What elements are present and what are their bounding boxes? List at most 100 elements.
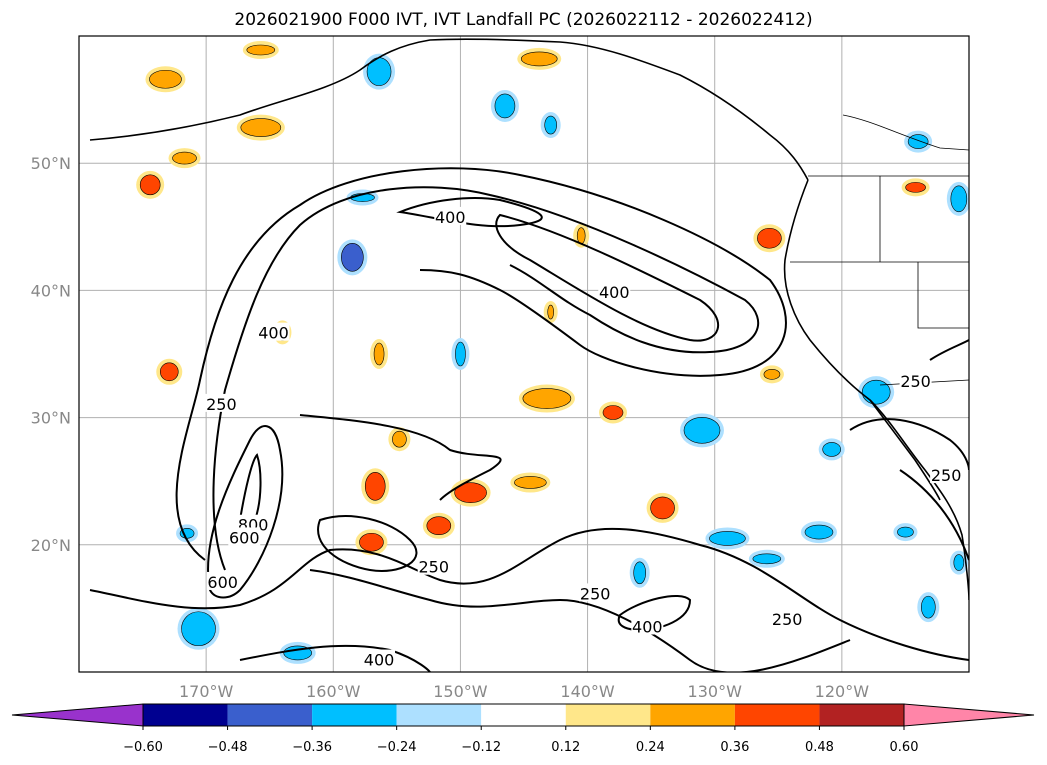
ivt-contour-label-4: 250 <box>900 372 931 391</box>
ivt-contour-250-outer <box>175 167 787 561</box>
ivt-contour-hawaii <box>317 515 418 572</box>
pc-blob-31 <box>359 532 384 552</box>
pc-blob-17 <box>373 342 385 366</box>
pc-blob-32 <box>602 405 624 420</box>
ivt-contour-label-0: 400 <box>435 208 466 227</box>
pc-blob-27 <box>364 471 386 501</box>
ivt-contour-label-10: 250 <box>580 584 611 603</box>
pc-blob-33 <box>650 496 675 520</box>
ivt-contour-label-5: 250 <box>931 466 962 485</box>
colorbar-tick-label-2: −0.36 <box>292 740 332 755</box>
ivt-label-bg-4 <box>899 370 932 389</box>
pc-blob-37 <box>897 526 914 538</box>
ivt-contour-400-jet <box>495 213 720 342</box>
lon-tick-label-3: 140°W <box>560 682 615 701</box>
colorbar-tick-label-8: 0.48 <box>805 740 834 755</box>
pc-blob-39 <box>633 561 647 585</box>
lat-tick-label-2: 40°N <box>31 281 71 300</box>
colorbar-frame <box>142 703 905 727</box>
colorbar-extend-high <box>903 703 1035 727</box>
pc-blob-38 <box>953 554 965 571</box>
ivt-contour-label-11: 400 <box>632 617 663 636</box>
baja-coast <box>869 399 941 501</box>
pc-blob-34 <box>709 531 746 546</box>
ivt-label-bg-5 <box>930 465 963 484</box>
ivt-label-bg-11 <box>631 616 664 635</box>
pc-blob-21 <box>522 388 572 409</box>
lon-tick-label-0: 170°W <box>179 682 234 701</box>
colorbar-tick-label-7: 0.36 <box>720 740 749 755</box>
pc-blob-29 <box>514 476 547 489</box>
ivt-contour-400-sw <box>239 644 431 672</box>
ivt-contour-250-ne <box>929 339 969 361</box>
colorbar-tick-label-4: −0.12 <box>461 740 501 755</box>
pc-blob-41 <box>181 611 216 647</box>
state-border-3 <box>917 262 969 329</box>
colorbar-segment-2 <box>312 704 397 726</box>
pc-blob-22 <box>763 369 781 380</box>
pc-blob-2 <box>149 69 182 89</box>
state-border-4 <box>842 114 969 151</box>
colorbar-segment-8 <box>819 704 904 726</box>
ivt-contour-label-3: 250 <box>206 395 237 414</box>
ivt-contour-label-9: 250 <box>418 558 449 577</box>
ivt-contour-label-8: 600 <box>207 573 238 592</box>
colorbar-tick-label-1: −0.48 <box>208 740 248 755</box>
pc-blob-4 <box>240 118 282 137</box>
pc-blob-20 <box>159 362 179 382</box>
pc-blob-24 <box>683 417 721 444</box>
colorbar-segment-1 <box>227 704 313 726</box>
alaska-coast <box>89 38 809 181</box>
ivt-contour-label-1: 400 <box>599 283 630 302</box>
ivt-label-bg-8 <box>206 571 239 590</box>
pc-blob-7 <box>494 93 516 119</box>
pc-blob-3 <box>246 44 276 56</box>
ivt-label-bg-0 <box>434 206 467 225</box>
ivt-label-bg-3 <box>205 393 238 412</box>
colorbar-segment-0 <box>143 704 228 726</box>
pc-blob-6 <box>139 174 161 196</box>
north-america-coast <box>783 179 969 601</box>
pc-blob-12 <box>341 243 364 272</box>
lon-tick-label-5: 120°W <box>815 682 870 701</box>
pc-blob-26 <box>392 430 407 448</box>
colorbar-tick-label-5: 0.12 <box>551 740 580 755</box>
ivt-contour-label-13: 400 <box>364 651 395 670</box>
pc-blob-14 <box>757 227 782 249</box>
longitude-labels: 170°W 160°W 150°W 140°W 130°W 120°W <box>179 682 869 701</box>
ivt-contour-label-12: 250 <box>772 610 803 629</box>
ivt-contour-mid <box>299 414 502 501</box>
pc-blob-23 <box>861 379 891 405</box>
ivt-contour-label-7: 600 <box>229 528 260 547</box>
lat-tick-label-3: 50°N <box>31 154 71 173</box>
colorbar-segment-3 <box>396 704 482 726</box>
ivt-contour-400-se <box>617 595 692 632</box>
ivt-contour-600 <box>207 425 284 599</box>
pc-blob-25 <box>822 442 841 457</box>
ivt-label-bg-2 <box>257 322 290 341</box>
pc-blob-19 <box>547 304 555 320</box>
pc-blob-8 <box>544 115 558 135</box>
pc-blob-5 <box>172 151 197 165</box>
pc-blob-28 <box>454 482 487 503</box>
latitude-labels: 20°N 30°N 40°N 50°N <box>31 154 71 555</box>
lon-tick-label-4: 130°W <box>688 682 743 701</box>
colorbar: −0.60 −0.48 −0.36 −0.24 −0.12 0.12 0.24 0.36 0.4… <box>11 703 1035 755</box>
map-frame <box>78 35 970 673</box>
pc-shading <box>136 40 969 664</box>
pc-blob-30 <box>426 516 452 536</box>
ivt-contour-250-south <box>89 527 969 661</box>
ivt-label-bg-1 <box>598 281 631 300</box>
colorbar-extend-low <box>11 703 144 727</box>
pc-blob-1 <box>520 51 558 67</box>
lon-tick-label-2: 150°W <box>433 682 488 701</box>
ivt-contour-400-outer <box>212 186 760 571</box>
colorbar-segment-5 <box>565 704 651 726</box>
ivt-label-bg-13 <box>363 649 396 668</box>
lon-tick-label-1: 160°W <box>306 682 361 701</box>
pc-blob-40 <box>921 595 936 619</box>
pc-blob-15 <box>576 227 586 245</box>
pc-blob-36 <box>804 524 834 540</box>
